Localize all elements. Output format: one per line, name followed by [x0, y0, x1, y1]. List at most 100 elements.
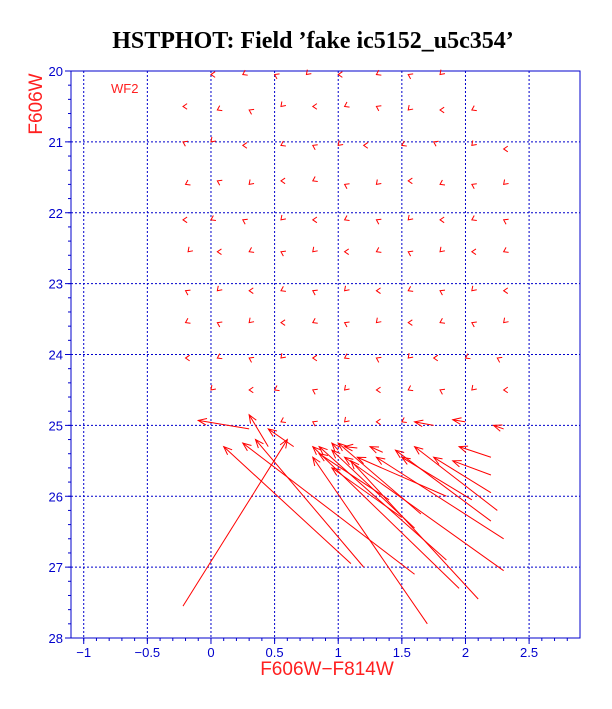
small-arrow-marker: [375, 247, 382, 253]
offset-arrows: [182, 413, 504, 625]
x-tick-label: 0.5: [266, 645, 284, 660]
offset-arrow: [330, 442, 341, 452]
small-arrow-marker: [471, 285, 477, 292]
y-tick-label: 24: [49, 348, 63, 363]
arrow-head: [254, 438, 264, 449]
small-arrow-marker: [241, 142, 248, 149]
small-arrow-marker: [182, 140, 189, 147]
small-arrow-marker: [471, 105, 477, 112]
small-arrow-marker: [311, 289, 318, 296]
x-tick-label: 0: [207, 645, 214, 660]
small-arrow-marker: [248, 356, 255, 363]
arrow-head: [432, 456, 443, 465]
small-arrow-marker: [375, 105, 382, 112]
arrow-shaft: [395, 449, 492, 522]
small-arrow-marker: [337, 71, 343, 78]
small-arrow-marker: [187, 246, 194, 253]
small-arrow-marker: [343, 353, 350, 360]
y-tick-label: 26: [49, 489, 63, 504]
arrow-shaft: [198, 419, 250, 430]
small-arrow-marker: [241, 69, 248, 76]
arrow-head: [330, 442, 341, 452]
small-arrow-marker: [439, 246, 446, 253]
y-tick-label: 22: [49, 206, 63, 221]
arrow-shaft: [344, 456, 504, 572]
offset-arrow: [492, 424, 504, 432]
x-tick-label: −1: [76, 645, 91, 660]
arrow-head: [350, 459, 360, 470]
y-tick-label: 25: [49, 418, 63, 433]
small-arrow-marker: [280, 250, 286, 257]
small-arrow-marker: [375, 179, 382, 186]
arrow-shaft: [350, 460, 479, 600]
arrow-head: [337, 442, 347, 452]
small-arrow-marker: [216, 321, 223, 328]
small-arrow-marker: [248, 179, 255, 186]
arrow-shaft: [267, 428, 294, 448]
small-arrow-marker: [311, 354, 318, 362]
arrow-shaft: [337, 442, 422, 515]
arrow-head: [451, 460, 462, 468]
offset-arrow: [400, 456, 473, 501]
arrow-shaft: [458, 446, 492, 458]
small-arrow-marker: [248, 287, 254, 294]
offset-arrow: [394, 449, 492, 522]
x-tick-label: −0.5: [135, 645, 161, 660]
grid: [71, 71, 580, 638]
arrow-shaft: [401, 456, 473, 501]
arrow-head: [222, 445, 233, 455]
small-arrow-marker: [502, 247, 509, 253]
x-tick-label: 1: [335, 645, 342, 660]
arrow-head: [318, 445, 328, 455]
small-arrow-marker: [280, 417, 286, 423]
small-arrow-marker: [216, 179, 223, 186]
small-arrow-marker: [311, 317, 318, 324]
small-arrow-marker: [471, 140, 477, 147]
arrow-shaft: [331, 467, 403, 518]
arrow-head: [368, 446, 380, 454]
arrow-head: [267, 428, 278, 437]
arrow-shaft: [255, 439, 365, 568]
small-arrow-marker: [471, 321, 477, 328]
small-arrow-marker: [210, 384, 216, 391]
small-arrow-marker: [210, 71, 216, 78]
small-arrow-marker: [407, 73, 414, 80]
offset-arrow: [254, 438, 365, 568]
small-arrow-marker: [343, 384, 350, 391]
small-arrow-marker: [432, 354, 439, 362]
arrow-head: [311, 445, 322, 456]
y-tick-label: 21: [49, 135, 63, 150]
small-arrow-marker: [432, 140, 439, 147]
small-arrow-marker: [375, 317, 382, 324]
arrow-shaft: [331, 442, 339, 451]
offset-arrow: [413, 445, 498, 511]
small-arrow-marker: [182, 103, 188, 110]
arrow-head: [279, 438, 289, 449]
small-arrow-marker: [375, 418, 381, 426]
small-arrow-marker: [502, 386, 509, 394]
small-arrow-marker: [375, 356, 382, 363]
small-arrow-marker: [502, 145, 509, 153]
small-arrow-marker: [407, 177, 413, 185]
small-arrow-marker: [216, 248, 222, 255]
small-arrow-marker: [184, 354, 190, 362]
arrow-head: [343, 443, 354, 452]
small-arrow-marker: [407, 385, 414, 392]
offset-arrow: [350, 459, 479, 600]
offset-arrow: [267, 428, 294, 448]
small-arrow-marker: [248, 108, 255, 115]
offset-arrow: [196, 418, 250, 430]
small-arrow-marker: [248, 247, 255, 253]
small-arrow-marker: [311, 103, 318, 110]
small-arrow-marker: [337, 140, 344, 147]
y-axis-label: F606W: [26, 73, 47, 134]
small-arrow-marker: [273, 385, 280, 392]
x-axis-tick-labels: −1 −0.5 0 0.5 1 1.5 2 2.5: [76, 645, 538, 660]
small-arrow-marker: [496, 356, 503, 363]
small-arrow-marker: [216, 285, 223, 292]
small-arrow-marker: [311, 216, 318, 224]
arrow-head: [394, 449, 405, 459]
small-arrow-marker: [248, 317, 255, 324]
arrow-shaft: [312, 446, 460, 589]
small-arrow-marker: [210, 136, 216, 143]
